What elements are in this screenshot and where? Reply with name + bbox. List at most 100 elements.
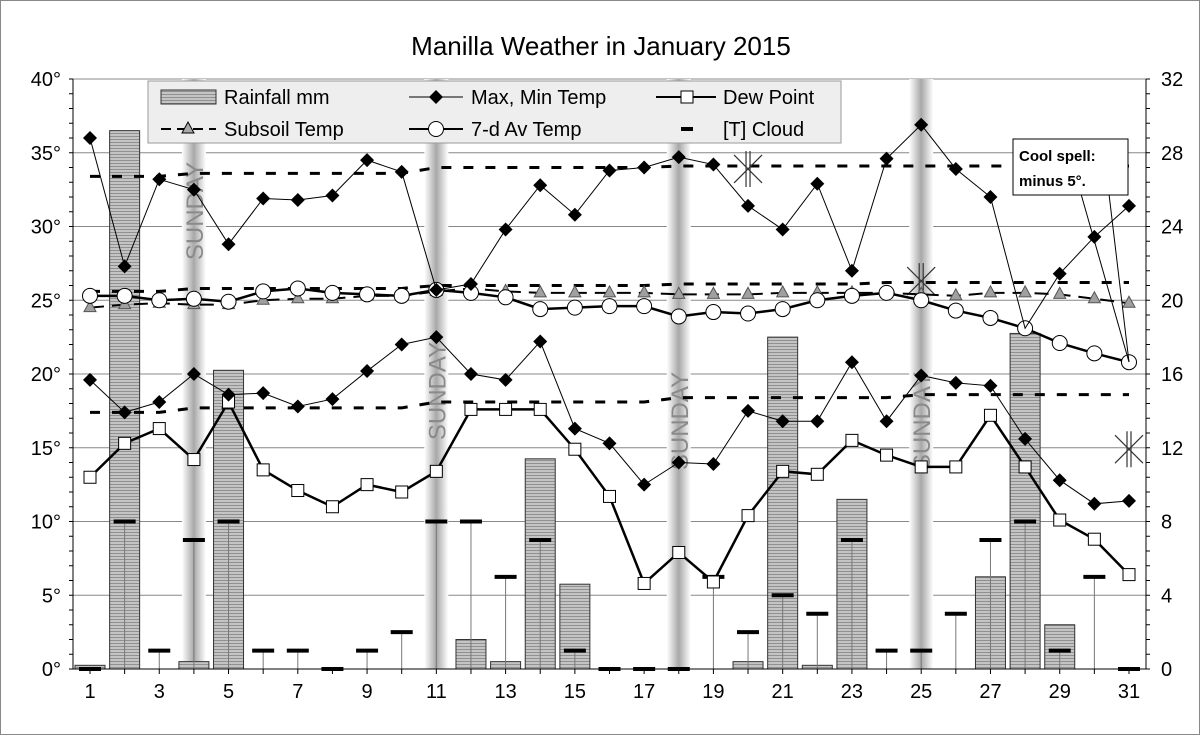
legend-subsoil: Subsoil Temp <box>224 119 344 141</box>
min-temp-point <box>83 372 97 387</box>
subsoil-point <box>1018 284 1032 298</box>
avg-temp-point <box>116 287 133 304</box>
avg-temp-point <box>947 302 964 319</box>
avg-temp-point <box>532 301 549 318</box>
avg-temp-point <box>1051 335 1068 352</box>
min-temp-point <box>741 403 756 418</box>
min-temp-point <box>879 414 894 429</box>
max-temp-point <box>1087 229 1102 244</box>
x-tick-label: 25 <box>910 681 932 703</box>
cool-spell-annotation: Cool spell: minus 5°. <box>1012 138 1130 363</box>
max-temp-point <box>463 277 478 292</box>
min-temp-point <box>1052 473 1067 488</box>
subsoil-point <box>983 284 998 298</box>
min-temp-point <box>360 364 375 379</box>
avg-temp-point <box>1121 354 1137 371</box>
subsoil-point <box>83 299 97 313</box>
mean-line-min_mean <box>90 393 1129 414</box>
avg-temp-point <box>289 280 306 297</box>
min-temp-point <box>567 421 582 436</box>
dew-point-point <box>291 484 305 498</box>
min-temp-point <box>256 386 271 401</box>
dew-point-point <box>325 500 339 514</box>
min-temp-point <box>325 392 340 407</box>
dew-point-point <box>187 453 201 467</box>
legend-dew: Dew Point <box>723 87 815 109</box>
max-temp-point <box>117 259 132 274</box>
left-tick-label: 0° <box>42 659 61 681</box>
max-temp-point <box>741 198 756 213</box>
x-tick-label: 5 <box>223 681 234 703</box>
subsoil-point <box>741 286 755 299</box>
right-tick-label: 32 <box>1161 69 1183 91</box>
min-temp-point <box>152 395 167 410</box>
max-temp-point <box>983 190 998 204</box>
min-temp-point <box>983 378 998 393</box>
dew-point-point <box>1053 513 1067 527</box>
legend-circle-icon <box>428 121 444 137</box>
max-temp-point <box>671 150 686 165</box>
subsoil-point <box>706 286 721 299</box>
legend-triangle-icon <box>181 120 195 134</box>
avg-temp-point <box>566 299 583 316</box>
right-tick-label: 4 <box>1161 585 1172 607</box>
dew-point-point <box>672 545 686 559</box>
avg-temp-point <box>255 283 272 300</box>
avg-temp-point <box>82 287 98 304</box>
min-temp-point <box>498 372 513 387</box>
min-temp-point <box>844 355 859 370</box>
avg-temp-point <box>1086 345 1103 362</box>
max-temp-point <box>948 161 963 176</box>
avg-temp-point <box>913 292 930 309</box>
dew-point-point <box>845 433 859 447</box>
dew-point-point <box>1087 532 1101 546</box>
min-temp-point <box>463 367 478 381</box>
avg-temp-point <box>359 286 376 303</box>
left-tick-label: 15° <box>31 438 61 460</box>
legend: Rainfall mm Max, Min Temp Dew Point Subs… <box>147 80 842 144</box>
x-tick-label: 11 <box>426 681 447 703</box>
max-temp-point <box>879 151 894 166</box>
max-temp-point <box>602 163 617 178</box>
x-tick-label: 27 <box>979 681 1001 703</box>
min-temp-line <box>89 336 1130 505</box>
sunday-label: SUNDAY <box>182 162 209 260</box>
max-temp-point <box>221 237 236 252</box>
max-temp-point <box>429 282 444 297</box>
avg-temp-point <box>809 292 826 309</box>
max-temp-point <box>290 192 305 207</box>
avg-temp-point <box>497 289 514 306</box>
min-temp-point <box>775 414 790 429</box>
subsoil-point <box>290 290 305 304</box>
subsoil-point <box>1052 286 1067 299</box>
min-temp-point <box>533 334 548 349</box>
max-temp-point <box>256 191 271 206</box>
x-tick-label: 1 <box>84 681 95 703</box>
min-temp-point <box>394 337 409 352</box>
avg-temp-point <box>151 292 168 309</box>
max-temp-point <box>1122 198 1136 213</box>
min-temp-point <box>810 414 825 429</box>
right-tick-label: 8 <box>1161 512 1172 534</box>
left-tick-label: 10° <box>31 512 61 534</box>
max-temp-point <box>360 153 375 168</box>
max-temp-point <box>83 131 97 145</box>
avg-temp-point <box>636 298 653 315</box>
avg-temp-point <box>670 308 687 325</box>
dew-point-point <box>1122 568 1136 582</box>
subsoil-point <box>775 284 790 298</box>
dew-point-point <box>741 509 755 523</box>
avg-temp-point <box>220 293 237 310</box>
avg-temp-point <box>185 290 202 307</box>
min-temp-point <box>671 455 686 470</box>
x-tick-label: 3 <box>154 681 165 703</box>
max-temp-point <box>706 157 721 172</box>
avg-temp-point <box>601 298 618 315</box>
avg-temp-point <box>878 284 895 301</box>
legend-diamond-icon <box>429 90 443 104</box>
legend-rainfall-swatch <box>160 89 217 105</box>
max-temp-point <box>567 207 582 222</box>
dew-point-point <box>360 478 374 492</box>
annotation-line-1: Cool spell: <box>1019 148 1096 165</box>
left-tick-label: 5° <box>42 585 61 607</box>
